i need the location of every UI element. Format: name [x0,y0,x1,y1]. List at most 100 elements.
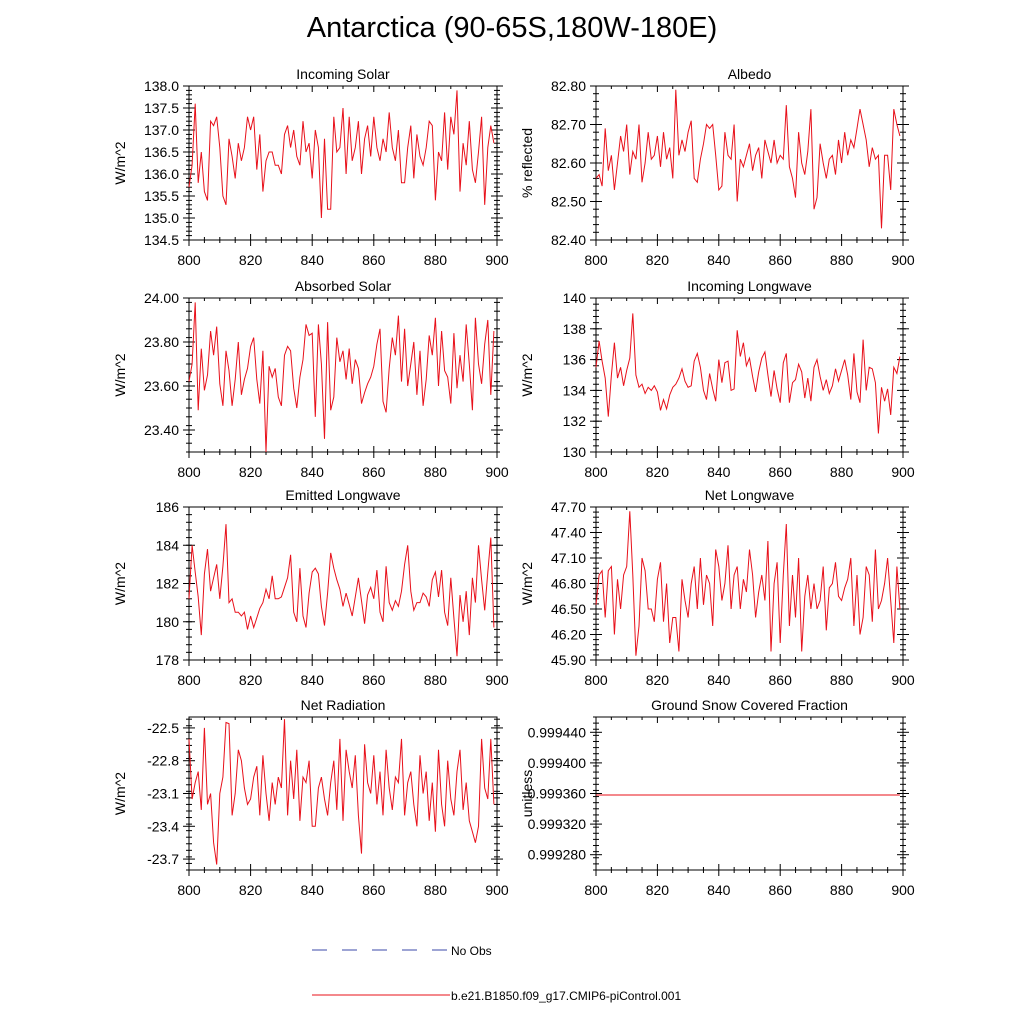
panel-5: Emitted Longwave W/m^2 800 820 840 860 880 900 1… [112,487,509,688]
x-tick-label: 860 [769,464,793,480]
y-tick-label: 0.999360 [528,786,587,802]
legend: No Obs b.e21.B1850.f09_g17.CMIP6-piContro… [312,944,681,1003]
y-tick-label: -23.1 [147,786,179,802]
y-tick-label: 47.40 [551,525,586,541]
x-tick-label: 840 [707,464,731,480]
x-tick-label: 800 [177,252,201,268]
x-tick-label: 900 [485,464,509,480]
y-tick-label: 23.60 [144,378,179,394]
y-axis-label: W/m^2 [112,562,128,605]
x-tick-label: 880 [830,252,854,268]
y-tick-label: 23.40 [144,422,179,438]
panel-title: Incoming Solar [296,66,390,82]
x-tick-label: 860 [362,882,386,898]
panel-8: Ground Snow Covered Fraction unitless 800 8… [519,697,915,898]
y-tick-label: 134.5 [144,232,179,248]
y-tick-label: 47.70 [551,499,586,515]
x-tick-label: 880 [424,672,448,688]
x-tick-label: 800 [584,882,608,898]
y-tick-label: 132 [563,413,587,429]
plot-frame [595,716,904,871]
x-tick-label: 840 [301,252,325,268]
x-tick-label: 840 [301,464,325,480]
y-tick-label: 82.70 [551,117,586,133]
panel-6: Net Longwave W/m^2 800 820 840 860 880 900 45.90… [519,487,915,688]
panel-title: Net Radiation [301,697,386,713]
y-tick-label: 136.5 [144,144,179,160]
x-tick-label: 820 [239,672,263,688]
x-tick-label: 800 [584,252,608,268]
y-tick-label: 136.0 [144,166,179,182]
x-tick-label: 800 [177,672,201,688]
x-tick-label: 860 [769,672,793,688]
panel-title: Ground Snow Covered Fraction [651,697,848,713]
y-axis-label: W/m^2 [519,562,535,605]
y-tick-label: 186 [156,499,180,515]
panel-title: Net Longwave [705,487,795,503]
y-axis-label: % reflected [519,128,535,198]
x-tick-label: 840 [707,252,731,268]
series-line [595,313,901,434]
x-tick-label: 800 [177,882,201,898]
x-tick-label: 900 [485,672,509,688]
x-tick-label: 800 [584,672,608,688]
plot-frame [595,297,904,453]
x-tick-label: 840 [707,672,731,688]
y-tick-label: 82.50 [551,194,586,210]
y-tick-label: 23.80 [144,334,179,350]
x-tick-label: 820 [239,464,263,480]
x-tick-label: 820 [646,252,670,268]
y-tick-label: 0.999320 [528,816,587,832]
y-tick-label: 24.00 [144,290,179,306]
y-axis-label: W/m^2 [112,353,128,396]
y-tick-label: -22.8 [147,753,179,769]
y-tick-label: 136 [563,352,587,368]
y-tick-label: 138 [563,321,587,337]
series-line [595,511,901,656]
x-tick-label: 840 [301,672,325,688]
y-tick-label: 0.999440 [528,724,587,740]
y-tick-label: 82.40 [551,232,586,248]
x-tick-label: 860 [362,672,386,688]
y-tick-label: 130 [563,444,587,460]
y-tick-label: 46.80 [551,576,586,592]
x-tick-label: 820 [646,882,670,898]
y-axis-label: W/m^2 [112,772,128,815]
x-tick-label: 880 [830,672,854,688]
x-tick-label: 840 [301,882,325,898]
y-tick-label: -22.5 [147,720,179,736]
y-tick-label: 137.5 [144,100,179,116]
x-tick-label: 840 [707,882,731,898]
x-tick-label: 880 [830,882,854,898]
series-line [188,302,495,453]
panel-2: Albedo % reflected 800 820 840 860 880 900 82.40… [519,66,915,268]
y-tick-label: 137.0 [144,122,179,138]
series-line [188,524,495,657]
x-tick-label: 900 [891,672,915,688]
y-tick-label: 82.60 [551,155,586,171]
x-tick-label: 900 [891,882,915,898]
x-tick-label: 900 [485,252,509,268]
y-axis-label: W/m^2 [112,141,128,184]
x-tick-label: 820 [646,672,670,688]
panel-1: Incoming Solar W/m^2 800 820 840 860 880 900 134… [112,66,509,268]
series-line [188,719,495,865]
x-tick-label: 900 [891,252,915,268]
series-line [188,90,495,219]
panel-title: Absorbed Solar [295,278,392,294]
y-tick-label: 178 [156,652,180,668]
x-tick-label: 880 [830,464,854,480]
figure-title: Antarctica (90-65S,180W-180E) [306,12,718,44]
x-tick-label: 900 [891,464,915,480]
y-tick-label: 140 [563,290,587,306]
y-tick-label: 82.80 [551,78,586,94]
y-axis-label: unitless [519,770,535,817]
panel-title: Emitted Longwave [285,487,400,503]
y-tick-label: -23.4 [147,818,179,834]
panel-title: Incoming Longwave [687,278,812,294]
series-line [595,89,901,229]
panel-3: Absorbed Solar W/m^2 800 820 840 860 880 900 23.… [112,278,509,480]
x-tick-label: 880 [424,252,448,268]
x-tick-label: 820 [239,882,263,898]
